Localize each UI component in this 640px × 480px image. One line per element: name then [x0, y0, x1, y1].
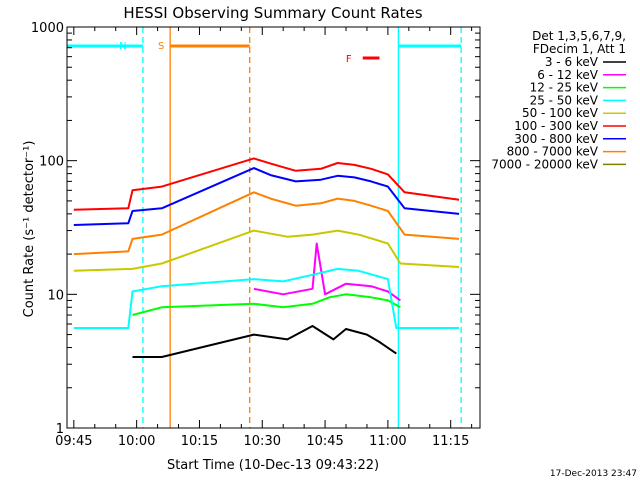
x-tick-label: 10:15	[181, 434, 218, 449]
legend-entry: 3 - 6 keV	[545, 55, 599, 69]
legend-header: Det 1,3,5,6,7,9,	[532, 29, 626, 43]
y-axis-label: Count Rate (s⁻¹ detector⁻¹)	[22, 141, 37, 318]
series-line	[132, 325, 397, 358]
x-tick-label: 11:00	[369, 434, 406, 449]
series-line	[73, 191, 460, 256]
series-line	[73, 229, 460, 272]
x-tick-label: 10:30	[244, 434, 281, 449]
x-tick-label: 10:45	[306, 434, 343, 449]
x-axis-label: Start Time (10-Dec-13 09:43:22)	[167, 458, 379, 473]
x-tick-label: 11:15	[432, 434, 469, 449]
x-tick-label: 10:00	[118, 434, 155, 449]
chart-title: HESSI Observing Summary Count Rates	[123, 4, 422, 22]
y-tick-label: 10	[47, 288, 64, 303]
annotation-label: F	[346, 54, 352, 65]
legend-entry: 100 - 300 keV	[514, 119, 598, 133]
series-line	[132, 293, 401, 316]
legend-entry: 6 - 12 keV	[537, 68, 599, 82]
x-tick-label: 09:45	[55, 434, 92, 449]
legend-entry: 7000 - 20000 keV	[491, 157, 598, 171]
y-tick-label: 1000	[31, 21, 64, 36]
series-line	[73, 267, 460, 329]
series-line	[73, 167, 460, 226]
annotation-label: S	[158, 41, 164, 52]
series-line	[253, 242, 401, 302]
annotation-label: N	[119, 41, 126, 52]
legend-entry: 300 - 800 keV	[514, 132, 598, 146]
series-line	[73, 157, 460, 211]
legend-entry: 50 - 100 keV	[522, 106, 599, 120]
legend-entry: 800 - 7000 keV	[507, 145, 599, 159]
timestamp: 17-Dec-2013 23:47	[550, 469, 637, 479]
plot-layer: N S F 1 10 100 1000 09:45 10:00 10:15 10:30 10:45 11…	[31, 21, 626, 449]
y-tick-label: 1	[56, 422, 64, 437]
legend-entry: 12 - 25 keV	[530, 81, 599, 95]
plot-frame	[66, 26, 481, 429]
legend-entry: 25 - 50 keV	[530, 93, 599, 107]
legend-header: FDecim 1, Att 1	[533, 42, 626, 56]
y-tick-label: 100	[39, 155, 64, 170]
